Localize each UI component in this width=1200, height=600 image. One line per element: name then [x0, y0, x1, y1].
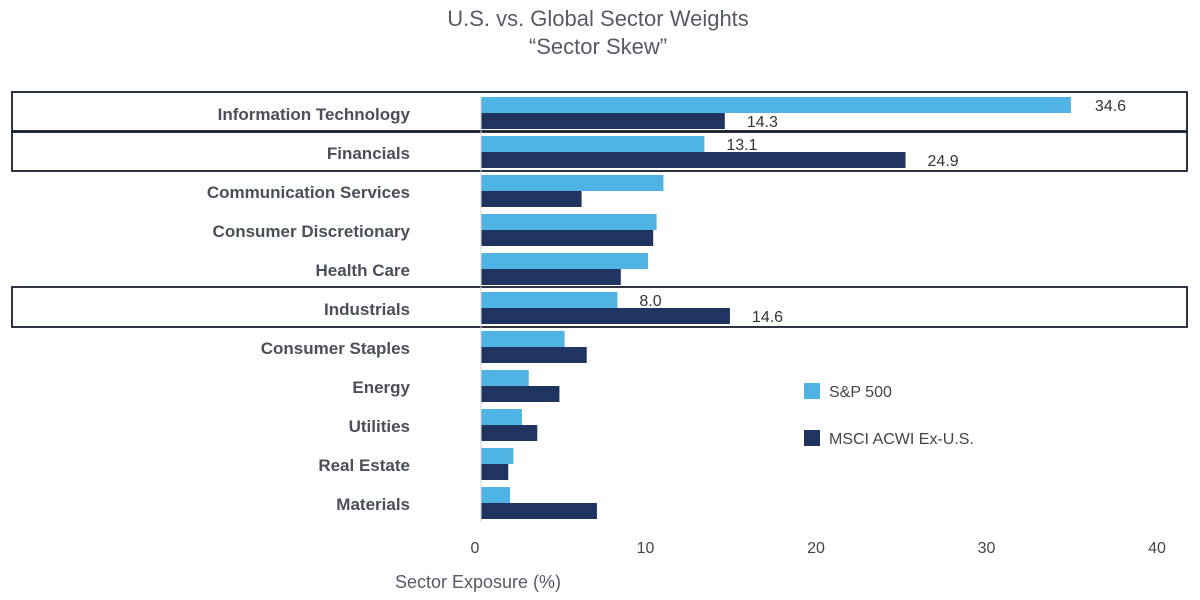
data-labels: 34.6 14.3 13.1 24.9 8.0 14.6 — [639, 98, 1126, 326]
x-axis-label: Sector Exposure (%) — [395, 572, 561, 592]
category-label-industrials: Industrials — [324, 300, 410, 319]
bar-sp500-information-technology — [481, 97, 1071, 113]
category-labels: Information Technology Financials Communic… — [207, 105, 411, 514]
bar-sp500-health-care — [481, 253, 649, 269]
bar-msci-acwi-materials — [481, 503, 597, 519]
bars — [481, 97, 1071, 519]
bar-msci-acwi-health-care — [481, 269, 621, 285]
data-label-sp500-information-technology: 34.6 — [1095, 98, 1126, 115]
category-label-materials: Materials — [336, 495, 410, 514]
bar-msci-acwi-consumer-staples — [481, 347, 587, 363]
bar-sp500-materials — [481, 487, 510, 503]
highlight-box-industrials — [11, 286, 1188, 328]
category-label-consumer-staples: Consumer Staples — [261, 339, 410, 358]
x-axis-ticks: 0 10 20 30 40 — [471, 540, 1166, 557]
bar-msci-acwi-industrials — [481, 308, 730, 324]
highlight-box-financials — [11, 130, 1188, 172]
bar-sp500-consumer-staples — [481, 331, 565, 347]
bar-sp500-consumer-discretionary — [481, 214, 657, 230]
legend-swatch-sp500 — [804, 383, 820, 399]
data-label-msci-acwi-financials: 24.9 — [928, 153, 959, 170]
x-tick-label: 0 — [471, 540, 480, 557]
bar-sp500-communication-services — [481, 175, 664, 191]
bar-msci-acwi-utilities — [481, 425, 538, 441]
highlight-box-information-technology — [11, 91, 1188, 133]
bar-msci-acwi-consumer-discretionary — [481, 230, 654, 246]
category-label-financials: Financials — [327, 144, 410, 163]
x-tick-label: 40 — [1148, 540, 1166, 557]
bar-msci-acwi-information-technology — [481, 113, 725, 129]
data-label-sp500-financials: 13.1 — [726, 137, 757, 154]
bar-sp500-industrials — [481, 292, 618, 308]
x-tick-label: 20 — [807, 540, 825, 557]
chart-title: U.S. vs. Global Sector Weights — [447, 6, 749, 31]
bar-sp500-utilities — [481, 409, 522, 425]
highlight-boxes — [11, 91, 1188, 328]
bar-sp500-financials — [481, 136, 705, 152]
bar-msci-acwi-real-estate — [481, 464, 509, 480]
bar-sp500-energy — [481, 370, 529, 386]
data-label-sp500-industrials: 8.0 — [639, 293, 661, 310]
category-label-real-estate: Real Estate — [318, 456, 410, 475]
bar-sp500-real-estate — [481, 448, 514, 464]
x-tick-label: 10 — [637, 540, 655, 557]
category-label-communication-services: Communication Services — [207, 183, 410, 202]
category-label-utilities: Utilities — [349, 417, 410, 436]
bar-msci-acwi-communication-services — [481, 191, 582, 207]
category-label-consumer-discretionary: Consumer Discretionary — [213, 222, 411, 241]
legend: S&P 500 MSCI ACWI Ex-U.S. — [804, 383, 974, 448]
legend-swatch-msci-acwi — [804, 430, 820, 446]
data-label-msci-acwi-industrials: 14.6 — [752, 309, 783, 326]
legend-label-sp500: S&P 500 — [829, 384, 892, 401]
bar-msci-acwi-financials — [481, 152, 906, 168]
legend-label-msci-acwi: MSCI ACWI Ex-U.S. — [829, 431, 974, 448]
category-label-health-care: Health Care — [316, 261, 410, 280]
category-label-information-technology: Information Technology — [218, 105, 411, 124]
x-tick-label: 30 — [978, 540, 996, 557]
bar-msci-acwi-energy — [481, 386, 560, 402]
chart-subtitle: “Sector Skew” — [529, 34, 667, 59]
data-label-msci-acwi-information-technology: 14.3 — [747, 114, 778, 131]
category-label-energy: Energy — [352, 378, 410, 397]
